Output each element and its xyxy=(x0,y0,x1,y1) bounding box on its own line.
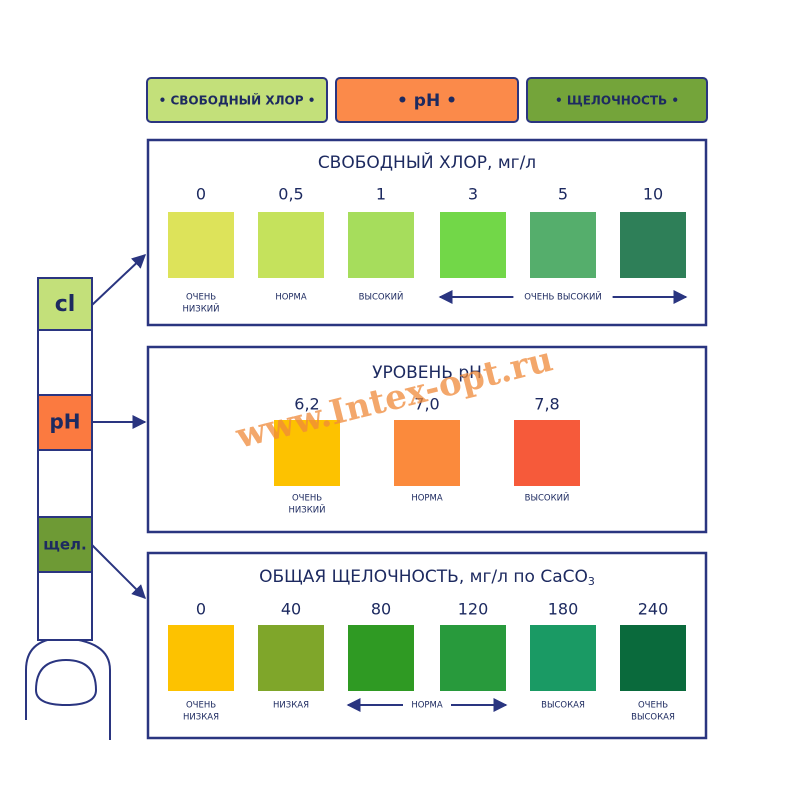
tab-label: • СВОБОДНЫЙ ХЛОР • xyxy=(159,93,316,108)
tab-label: • pH • xyxy=(397,91,457,111)
color-swatch xyxy=(168,212,234,278)
swatch-value: 120 xyxy=(458,600,489,619)
color-swatch xyxy=(514,420,580,486)
swatch-value: 6,2 xyxy=(294,395,319,414)
swatch-caption: ВЫСОКИЙ xyxy=(359,291,404,303)
title-text: УРОВЕНЬ pH xyxy=(372,363,482,383)
swatch-value: 0 xyxy=(196,185,206,204)
swatch-value: 7,8 xyxy=(534,395,559,414)
swatch-value: 5 xyxy=(558,185,568,204)
tab xyxy=(335,77,519,123)
swatch-caption: ОЧЕНЬ xyxy=(186,293,216,303)
color-swatch xyxy=(440,625,506,691)
strip-label: cl xyxy=(55,292,76,317)
swatch-value: 1 xyxy=(376,185,386,204)
swatch-value: 10 xyxy=(643,185,663,204)
swatch-caption: ОЧЕНЬ xyxy=(638,701,668,711)
tab xyxy=(526,77,708,123)
color-swatch xyxy=(530,625,596,691)
title-text: ОБЩАЯ ЩЕЛОЧНОСТЬ, мг/л по CaCO xyxy=(259,567,588,587)
finger xyxy=(25,636,111,740)
panel-title: СВОБОДНЫЙ ХЛОР, мг/л xyxy=(318,151,536,173)
test-strip xyxy=(37,277,93,641)
color-swatch xyxy=(258,625,324,691)
swatch-caption: ВЫСОКИЙ xyxy=(525,492,570,504)
strip-pad xyxy=(37,516,93,573)
swatch-value: 0,5 xyxy=(278,185,303,204)
swatch-value: 180 xyxy=(548,600,579,619)
swatch-caption: НИЗКАЯ xyxy=(183,713,219,723)
color-swatch xyxy=(440,212,506,278)
color-swatch xyxy=(348,212,414,278)
swatch-value: 7,0 xyxy=(414,395,439,414)
strip-pad xyxy=(37,394,93,451)
swatch-caption: НОРМА xyxy=(411,701,443,711)
strip-label: pH xyxy=(49,410,80,434)
color-swatch xyxy=(620,212,686,278)
color-swatch xyxy=(394,420,460,486)
swatch-caption: НОРМА xyxy=(275,293,307,303)
arrow xyxy=(91,254,147,306)
swatch-value: 240 xyxy=(638,600,669,619)
swatch-caption: НОРМА xyxy=(411,494,443,504)
swatch-caption: ВЫСОКАЯ xyxy=(541,701,585,711)
title-subscript: 3 xyxy=(588,575,595,588)
panel-title: УРОВЕНЬ pH xyxy=(372,363,482,383)
swatch-caption: НИЗКИЙ xyxy=(183,303,220,315)
color-swatch xyxy=(530,212,596,278)
swatch-value: 80 xyxy=(371,600,391,619)
swatch-caption: ОЧЕНЬ xyxy=(292,494,322,504)
panel xyxy=(146,551,708,740)
swatch-caption: ОЧЕНЬ xyxy=(186,701,216,711)
tab-label: • ЩЕЛОЧНОСТЬ • xyxy=(555,94,679,108)
arrow xyxy=(91,544,146,599)
tab xyxy=(146,77,328,123)
panel xyxy=(146,138,708,327)
fingernail xyxy=(34,658,98,707)
strip-label: щел. xyxy=(43,536,86,554)
swatch-value: 3 xyxy=(468,185,478,204)
swatch-value: 0 xyxy=(196,600,206,619)
color-swatch xyxy=(274,420,340,486)
color-swatch xyxy=(348,625,414,691)
swatch-value: 40 xyxy=(281,600,301,619)
color-swatch xyxy=(620,625,686,691)
swatch-caption: НИЗКАЯ xyxy=(273,701,309,711)
color-swatch xyxy=(168,625,234,691)
swatch-caption: НИЗКИЙ xyxy=(289,504,326,516)
title-text: СВОБОДНЫЙ ХЛОР, мг/л xyxy=(318,151,536,173)
panel-title: ОБЩАЯ ЩЕЛОЧНОСТЬ, мг/л по CaCO3 xyxy=(259,567,595,588)
swatch-caption: ВЫСОКАЯ xyxy=(631,713,675,723)
color-swatch xyxy=(258,212,324,278)
swatch-caption: ОЧЕНЬ ВЫСОКИЙ xyxy=(524,291,602,303)
